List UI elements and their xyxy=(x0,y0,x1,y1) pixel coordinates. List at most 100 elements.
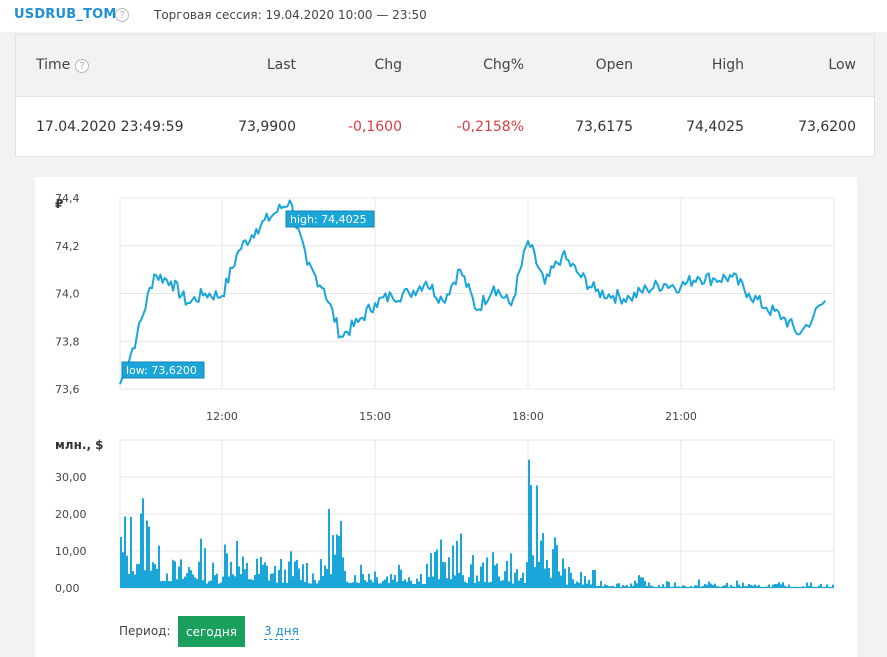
volume-bar xyxy=(638,575,640,588)
volume-bar xyxy=(674,582,676,588)
volume-bar xyxy=(386,576,388,588)
volume-bar xyxy=(254,575,256,588)
low-marker-box xyxy=(121,361,205,379)
volume-bar xyxy=(198,561,200,588)
volume-bar xyxy=(126,555,128,588)
volume-bar xyxy=(448,557,450,588)
volume-bar xyxy=(482,562,484,588)
volume-bar xyxy=(608,586,610,588)
volume-bar xyxy=(432,576,434,588)
volume-bar xyxy=(792,586,794,588)
volume-bar xyxy=(158,545,160,588)
volume-bar xyxy=(230,561,232,588)
volume-bar xyxy=(338,536,340,588)
ticker-name[interactable]: USDRUB_TOM xyxy=(14,7,117,22)
volume-bar xyxy=(712,584,714,588)
volume-bar xyxy=(576,581,578,588)
volume-bar xyxy=(788,584,790,588)
low-marker-label: low: 73,6200 xyxy=(126,364,197,377)
volume-bar xyxy=(724,585,726,588)
volume-bar xyxy=(604,584,606,588)
volume-bar xyxy=(570,572,572,588)
volume-bar xyxy=(736,580,738,588)
volume-bar xyxy=(270,573,272,588)
volume-bar xyxy=(686,586,688,588)
volume-bar xyxy=(648,582,650,588)
volume-bar xyxy=(658,584,660,588)
volume-bar xyxy=(144,570,146,588)
volume-bar xyxy=(770,586,772,588)
volume-bar xyxy=(484,582,486,588)
volume-bar xyxy=(146,520,148,588)
volume-bar xyxy=(440,539,442,588)
volume-bar xyxy=(520,578,522,588)
volume-bar xyxy=(504,571,506,588)
volume-bar xyxy=(808,586,810,588)
volume-bar xyxy=(814,586,816,588)
help-icon[interactable]: ? xyxy=(75,59,89,73)
volume-bar xyxy=(596,586,598,588)
volume-bar xyxy=(266,565,268,588)
volume-bar xyxy=(602,586,604,588)
volume-bar xyxy=(214,575,216,588)
volume-bar xyxy=(186,573,188,588)
volume-bar xyxy=(824,586,826,588)
volume-y-tick: 10,00 xyxy=(55,545,87,558)
volume-bar xyxy=(250,579,252,588)
volume-bar xyxy=(176,579,178,588)
volume-bar xyxy=(274,565,276,588)
volume-bar xyxy=(810,582,812,588)
volume-bar xyxy=(344,570,346,588)
volume-bar xyxy=(530,485,532,588)
volume-bar xyxy=(766,586,768,588)
volume-bar xyxy=(612,585,614,588)
volume-bar xyxy=(588,579,590,588)
volume-bar xyxy=(790,586,792,588)
volume-bar xyxy=(422,584,424,588)
volume-bar xyxy=(546,559,548,588)
volume-bar xyxy=(538,561,540,588)
volume-bar xyxy=(544,568,546,588)
volume-bar xyxy=(474,582,476,588)
volume-bar xyxy=(600,580,602,588)
volume-bar xyxy=(572,579,574,588)
volume-bar xyxy=(268,580,270,588)
volume-bar xyxy=(552,549,554,588)
volume-bar xyxy=(768,584,770,588)
price-grid xyxy=(120,197,834,390)
volume-bar xyxy=(460,533,462,588)
volume-bar xyxy=(700,586,702,588)
volume-bar xyxy=(462,575,464,588)
volume-bar xyxy=(370,579,372,588)
volume-bar xyxy=(688,586,690,588)
volume-bar xyxy=(746,586,748,588)
volume-bar xyxy=(780,584,782,588)
price-y-tick: 73,6 xyxy=(55,383,80,396)
volume-bar xyxy=(346,581,348,588)
volume-bar xyxy=(702,585,704,588)
volume-bar xyxy=(704,583,706,588)
col-high: High xyxy=(711,57,744,73)
period-today-button[interactable]: сегодня xyxy=(178,616,245,647)
volume-bar xyxy=(566,584,568,588)
volume-bar xyxy=(698,579,700,588)
volume-bar xyxy=(226,553,228,588)
volume-bar xyxy=(644,581,646,588)
volume-bar xyxy=(430,552,432,588)
period-3days-link[interactable]: 3 дня xyxy=(264,624,299,640)
volume-bar xyxy=(618,583,620,588)
volume-bar xyxy=(514,572,516,588)
volume-bar xyxy=(134,574,136,588)
volume-bar xyxy=(470,564,472,588)
volume-bar xyxy=(434,551,436,588)
volume-bar xyxy=(418,581,420,588)
volume-bar xyxy=(314,580,316,588)
volume-bar xyxy=(598,586,600,588)
volume-bar xyxy=(326,568,328,588)
volume-bar xyxy=(240,574,242,588)
volume-bar xyxy=(394,575,396,588)
volume-bar xyxy=(578,582,580,588)
help-icon[interactable]: ? xyxy=(115,8,129,22)
volume-bar xyxy=(500,581,502,588)
volume-bar xyxy=(188,567,190,588)
